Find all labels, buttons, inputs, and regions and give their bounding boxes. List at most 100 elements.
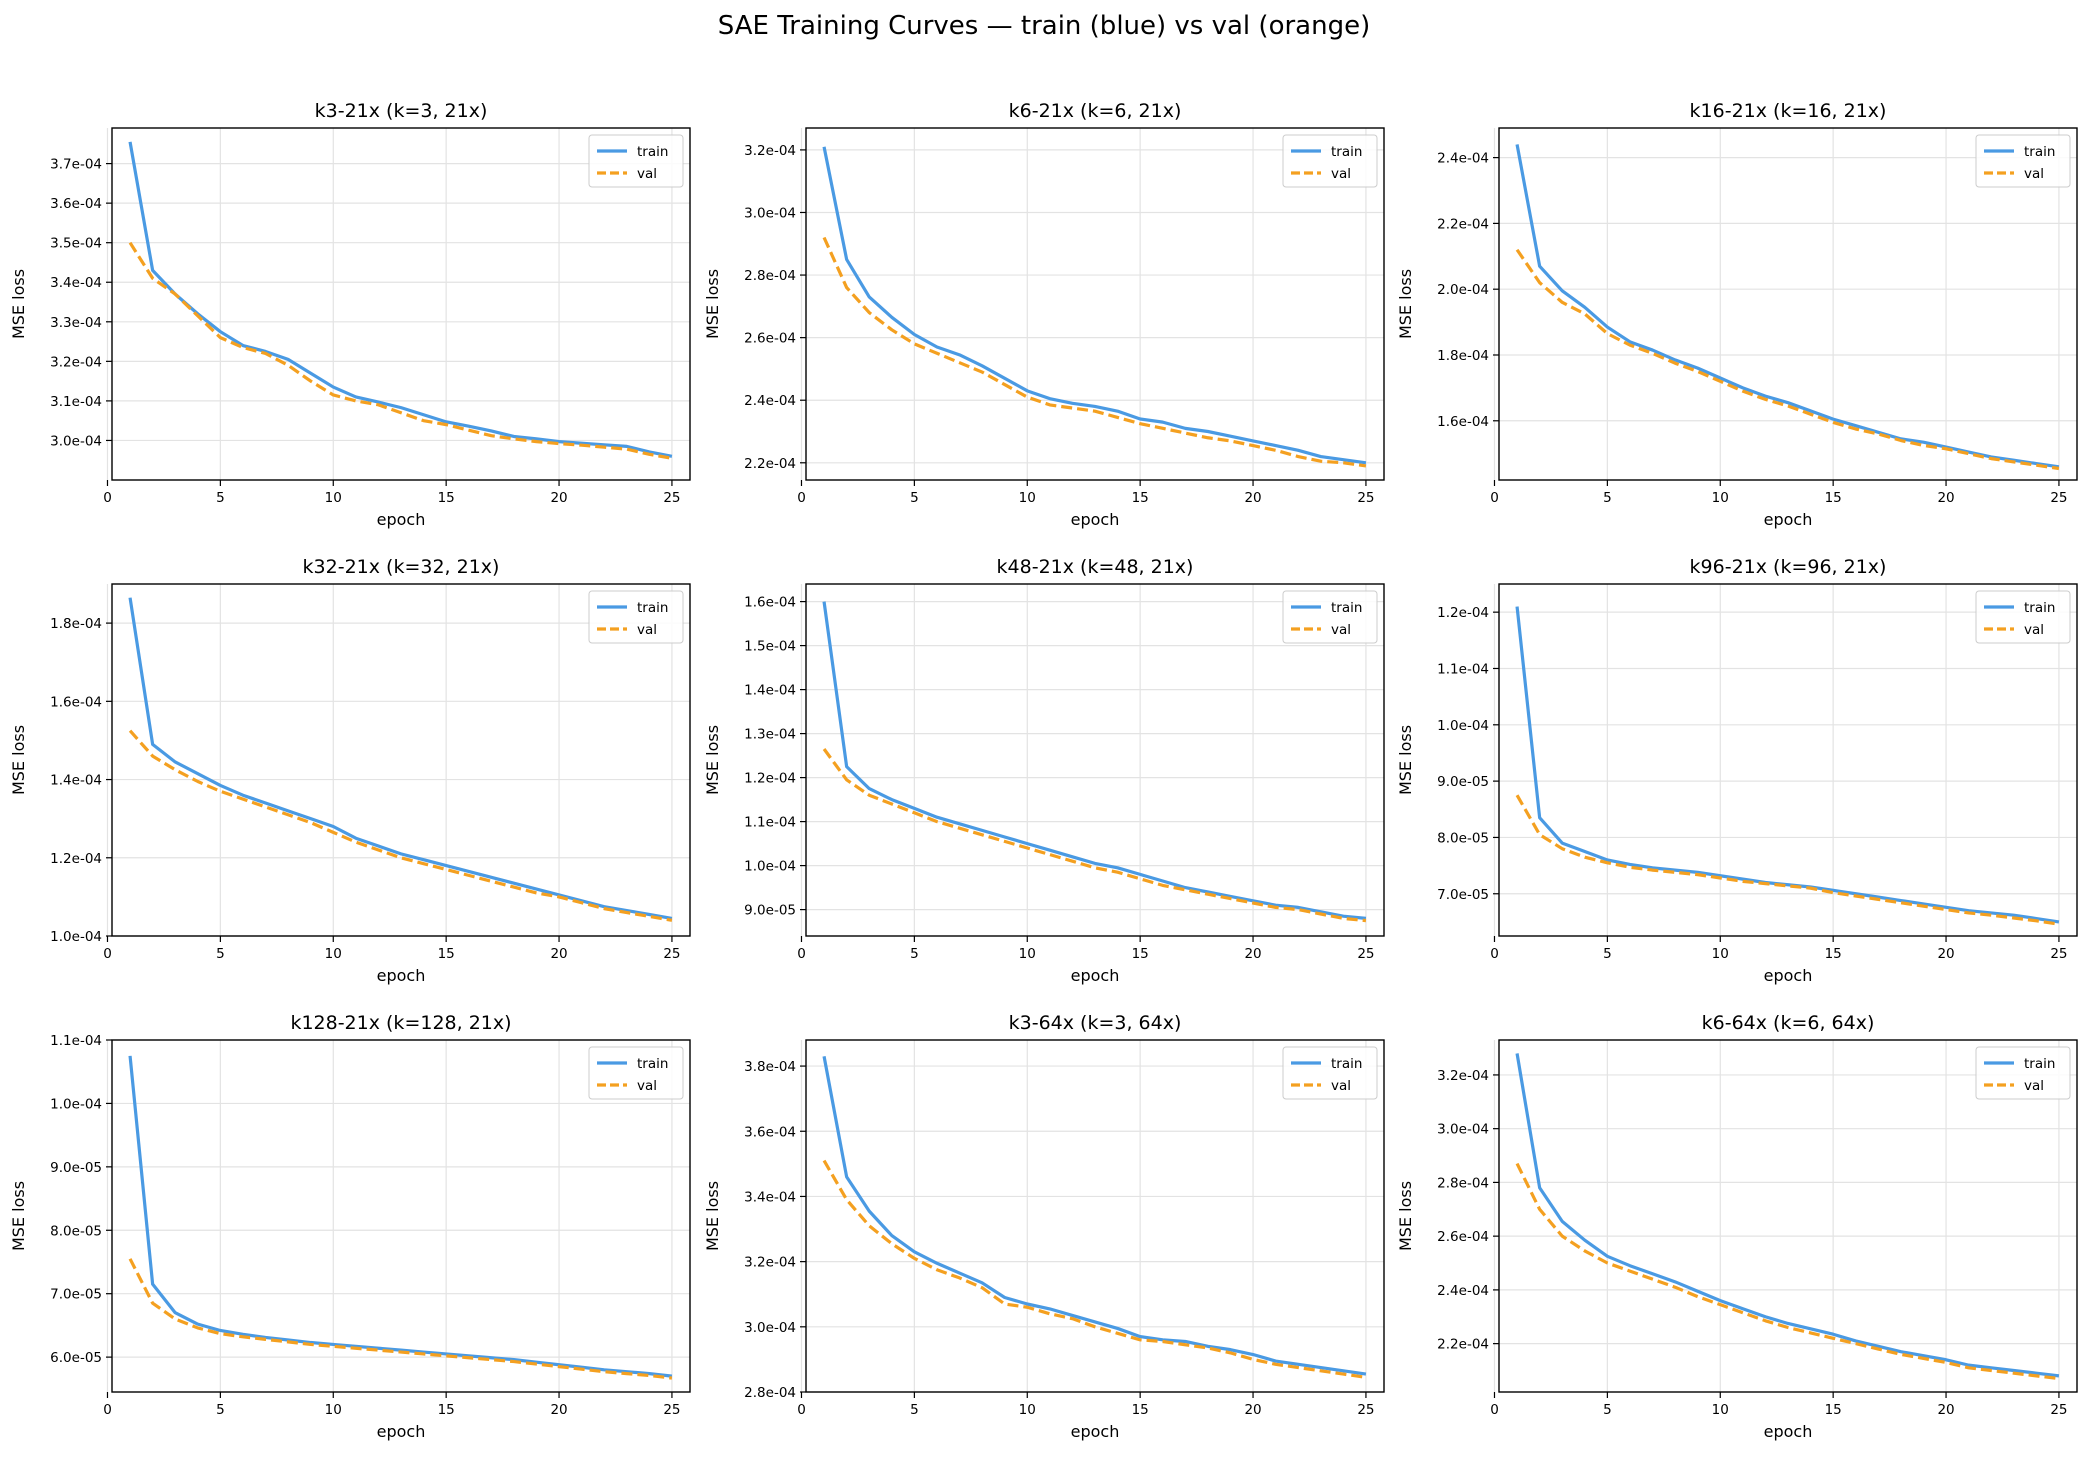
subplot-8: 0 5 10 15 20 25 2.8e-04 3.0e-04 3.2e-04 3.4e-04 3.… <box>703 1012 1385 1441</box>
subplot-4: 0 5 10 15 20 25 1.0e-04 1.2e-04 1.4e-04 1.6e-04 1.… <box>9 556 691 985</box>
legend-box <box>1282 134 1378 188</box>
y-tick-label: 7.0e-05 <box>1437 887 1489 903</box>
legend-label-train: train <box>1331 600 1362 616</box>
series-line-val <box>822 1159 1367 1379</box>
subplot-3: 0 5 10 15 20 25 1.6e-04 1.8e-04 2.0e-04 2.2e-04 2.… <box>1396 100 2078 529</box>
x-tick-label: 20 <box>1244 1402 1261 1418</box>
series-line-val <box>1515 248 2060 471</box>
series-line-train <box>1515 144 2060 469</box>
series-line-train <box>822 146 1367 465</box>
y-tick-label: 1.1e-04 <box>744 815 796 831</box>
subplot-5: 0 5 10 15 20 25 9.0e-05 1.0e-04 1.1e-04 1.2e-04 1.… <box>703 556 1385 985</box>
legend-label-train: train <box>2024 600 2055 616</box>
y-tick-label: 2.6e-04 <box>744 331 796 347</box>
x-tick-label: 10 <box>1019 946 1036 962</box>
y-tick-label: 3.6e-04 <box>744 1124 796 1140</box>
legend-label-val: val <box>2024 166 2044 182</box>
x-tick-label: 10 <box>1019 490 1036 506</box>
y-tick-label: 2.4e-04 <box>744 393 796 409</box>
series-line-train <box>822 601 1367 920</box>
y-tick-label: 3.1e-04 <box>50 394 102 410</box>
subplot-7: 0 5 10 15 20 25 6.0e-05 7.0e-05 8.0e-05 9.0e-05 1.… <box>9 1012 691 1441</box>
y-tick-label: 3.4e-04 <box>744 1189 796 1205</box>
subplot-title: k3-64x (k=3, 64x) <box>1009 1012 1182 1034</box>
y-tick-label: 1.2e-04 <box>1437 605 1489 621</box>
x-tick-label: 10 <box>325 946 342 962</box>
x-tick-label: 10 <box>1019 1402 1036 1418</box>
subplot-1: 0 5 10 15 20 25 3.0e-04 3.1e-04 3.2e-04 3.3e-04 3.… <box>9 100 691 529</box>
plot-frame <box>1498 1039 2078 1393</box>
x-axis-label: epoch <box>377 510 426 529</box>
y-axis-label: MSE loss <box>1396 725 1415 795</box>
x-tick-label: 15 <box>438 490 455 506</box>
y-tick-label: 9.0e-05 <box>744 903 796 919</box>
x-tick-label: 10 <box>1712 490 1729 506</box>
x-tick-label: 15 <box>438 946 455 962</box>
subplot-2: 0 5 10 15 20 25 2.2e-04 2.4e-04 2.6e-04 2.8e-04 3.… <box>703 100 1385 529</box>
y-tick-label: 3.2e-04 <box>1437 1068 1489 1084</box>
y-tick-label: 2.8e-04 <box>744 268 796 284</box>
series-line-val <box>822 748 1367 923</box>
x-tick-label: 5 <box>1603 946 1612 962</box>
x-tick-label: 5 <box>910 946 919 962</box>
x-tick-label: 0 <box>797 1402 806 1418</box>
y-tick-label: 2.4e-04 <box>1437 1283 1489 1299</box>
y-tick-label: 3.8e-04 <box>744 1059 796 1075</box>
figure-title: SAE Training Curves — train (blue) vs va… <box>717 11 1371 41</box>
legend-label-val: val <box>2024 622 2044 638</box>
y-tick-label: 1.8e-04 <box>50 616 102 632</box>
x-tick-label: 15 <box>1825 1402 1842 1418</box>
legend-label-train: train <box>2024 1056 2055 1072</box>
y-tick-label: 3.4e-04 <box>50 275 102 291</box>
x-tick-label: 25 <box>2050 946 2067 962</box>
y-tick-label: 3.2e-04 <box>744 143 796 159</box>
y-tick-label: 1.6e-04 <box>50 694 102 710</box>
subplot-6: 0 5 10 15 20 25 7.0e-05 8.0e-05 9.0e-05 1.0e-04 1.… <box>1396 556 2078 985</box>
legend-box <box>588 1046 684 1100</box>
x-tick-label: 5 <box>910 1402 919 1418</box>
x-tick-label: 5 <box>216 490 225 506</box>
y-tick-label: 1.1e-04 <box>50 1033 102 1049</box>
y-tick-label: 3.0e-04 <box>50 433 102 449</box>
y-axis-label: MSE loss <box>703 269 722 339</box>
x-axis-label: epoch <box>1071 966 1120 985</box>
series-line-train <box>128 1055 673 1378</box>
plot-frame <box>805 583 1385 937</box>
y-axis-label: MSE loss <box>9 725 28 795</box>
x-tick-label: 0 <box>1490 490 1499 506</box>
plot-frame <box>1498 127 2078 481</box>
legend-label-val: val <box>637 622 657 638</box>
series-line-train <box>1515 606 2060 924</box>
x-tick-label: 5 <box>1603 490 1612 506</box>
series-line-train <box>822 1056 1367 1376</box>
subplot-title: k32-21x (k=32, 21x) <box>303 556 500 578</box>
legend-label-train: train <box>1331 144 1362 160</box>
subplot-title: k3-21x (k=3, 21x) <box>315 100 488 122</box>
x-axis-label: epoch <box>1071 1422 1120 1441</box>
x-tick-label: 15 <box>1132 490 1149 506</box>
legend-label-train: train <box>637 1056 668 1072</box>
x-axis-label: epoch <box>1764 966 1813 985</box>
x-tick-label: 20 <box>550 1402 567 1418</box>
x-tick-label: 0 <box>103 946 112 962</box>
legend-label-train: train <box>637 600 668 616</box>
y-tick-label: 9.0e-05 <box>1437 774 1489 790</box>
plot-frame <box>805 1039 1385 1393</box>
x-axis-label: epoch <box>377 966 426 985</box>
y-axis-label: MSE loss <box>9 269 28 339</box>
x-tick-label: 25 <box>1357 946 1374 962</box>
y-tick-label: 2.2e-04 <box>1437 216 1489 232</box>
x-tick-label: 0 <box>797 946 806 962</box>
subplot-title: k128-21x (k=128, 21x) <box>290 1012 511 1034</box>
x-tick-label: 10 <box>325 490 342 506</box>
y-tick-label: 1.0e-04 <box>744 859 796 875</box>
x-tick-label: 10 <box>1712 1402 1729 1418</box>
x-tick-label: 25 <box>2050 1402 2067 1418</box>
y-tick-label: 2.0e-04 <box>1437 282 1489 298</box>
x-axis-label: epoch <box>377 1422 426 1441</box>
legend-box <box>588 590 684 644</box>
legend-label-val: val <box>1331 166 1351 182</box>
subplot-title: k96-21x (k=96, 21x) <box>1690 556 1887 578</box>
y-tick-label: 6.0e-05 <box>50 1350 102 1366</box>
